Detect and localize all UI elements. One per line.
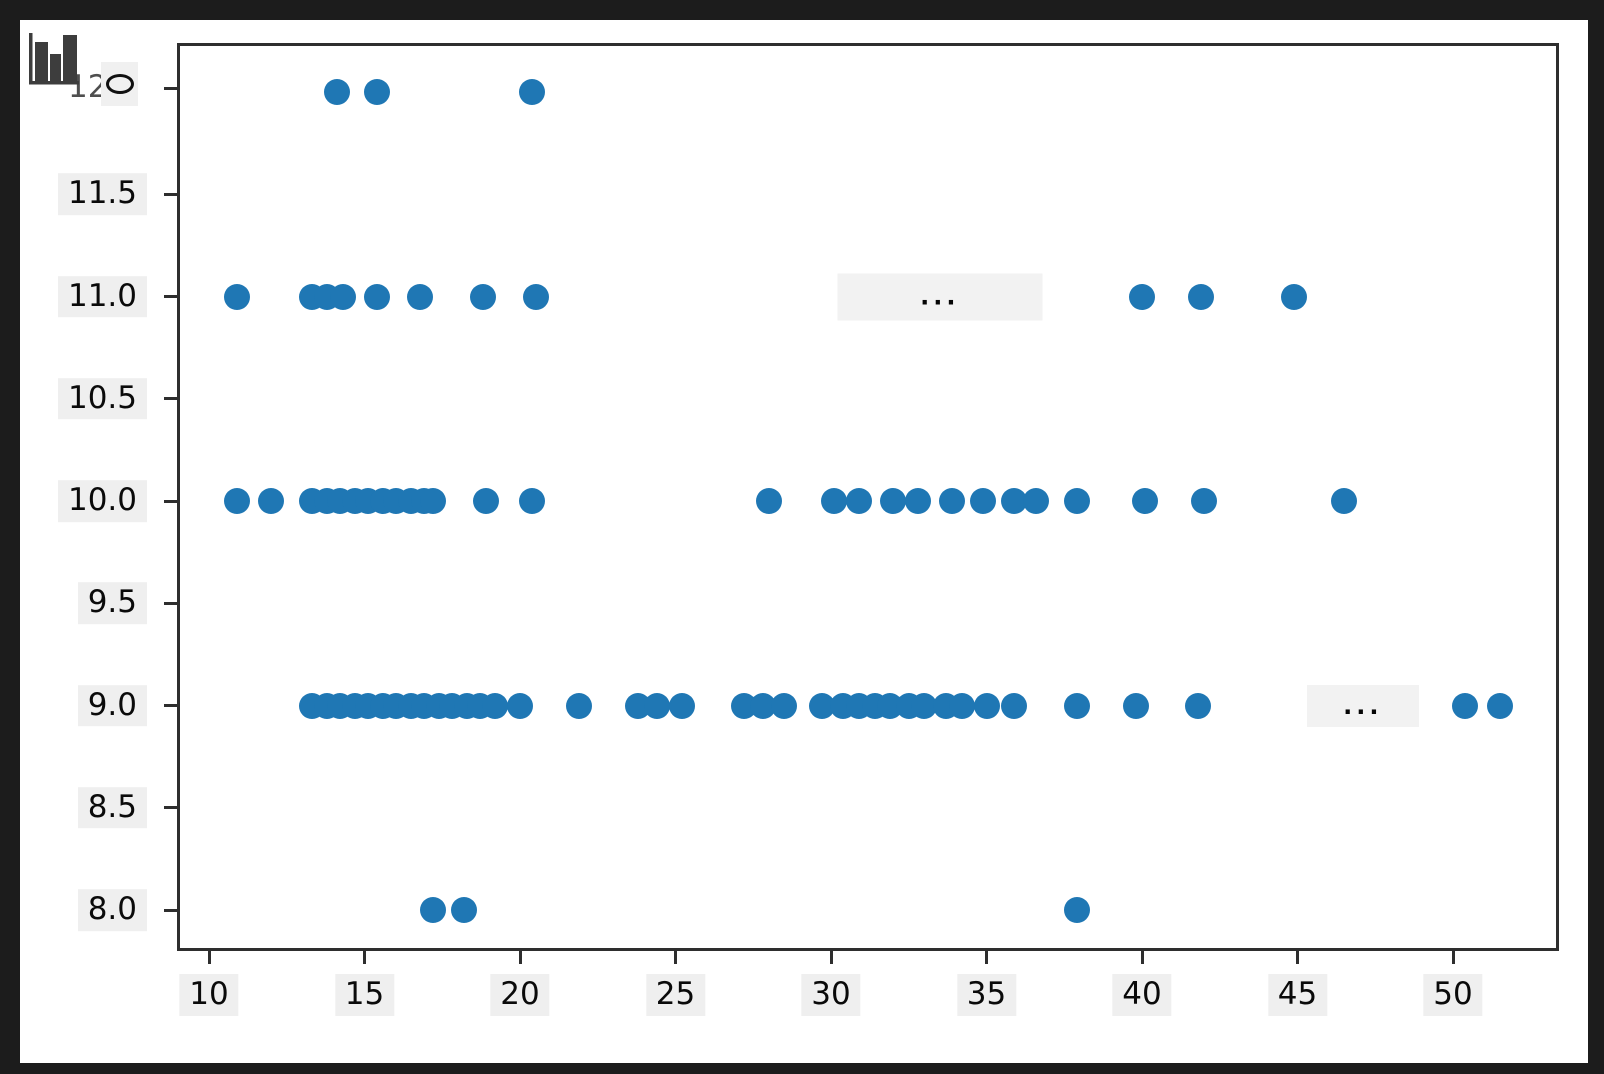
scatter-point bbox=[880, 488, 907, 514]
y-tick-label: 10.5 bbox=[57, 377, 147, 420]
scatter-point bbox=[1023, 488, 1050, 514]
x-tick bbox=[207, 951, 211, 964]
scatter-point bbox=[1122, 692, 1149, 719]
scatter-point bbox=[911, 692, 938, 719]
x-tick bbox=[1140, 951, 1144, 964]
x-tick-label: 20 bbox=[490, 974, 550, 1016]
x-tick-label: 30 bbox=[801, 974, 861, 1016]
scatter-point bbox=[1063, 692, 1090, 719]
scatter-point bbox=[905, 488, 932, 514]
scatter-point bbox=[821, 488, 848, 514]
y-tick bbox=[164, 499, 177, 503]
scatter-point bbox=[771, 692, 798, 719]
scatter-point bbox=[970, 488, 997, 514]
y-tick bbox=[164, 295, 177, 298]
scatter-point bbox=[1191, 488, 1218, 514]
scatter-point bbox=[223, 283, 250, 310]
scatter-point bbox=[522, 283, 549, 310]
x-tick bbox=[1451, 951, 1455, 964]
scatter-point bbox=[419, 897, 446, 923]
x-tick bbox=[363, 951, 366, 964]
y-tick bbox=[164, 86, 177, 90]
y-tick bbox=[164, 908, 177, 912]
y-tick bbox=[164, 192, 177, 196]
y-tick bbox=[164, 397, 177, 401]
y-tick-label: 8.5 bbox=[77, 786, 147, 829]
scatter-point bbox=[1281, 283, 1308, 310]
ellipse-overlay-box bbox=[101, 62, 138, 106]
scatter-point bbox=[1001, 488, 1028, 514]
scatter-point bbox=[363, 283, 390, 310]
scatter-point bbox=[1063, 488, 1090, 514]
scatter-point bbox=[1063, 897, 1090, 923]
scatter-point bbox=[258, 488, 285, 514]
scatter-point bbox=[1486, 692, 1513, 719]
x-tick-label: 45 bbox=[1267, 974, 1328, 1016]
x-tick bbox=[674, 951, 677, 964]
scatter-point bbox=[1129, 283, 1155, 310]
x-tick bbox=[985, 951, 988, 964]
x-tick-label: 15 bbox=[334, 974, 395, 1016]
x-tick-label: 10 bbox=[179, 974, 239, 1016]
y-tick bbox=[164, 601, 177, 605]
scatter-point bbox=[973, 692, 1000, 719]
scatter-point bbox=[1001, 692, 1028, 719]
scatter-point bbox=[223, 488, 250, 514]
scatter-point bbox=[566, 692, 593, 719]
scatter-point bbox=[519, 79, 546, 105]
scatter-point bbox=[1184, 692, 1211, 719]
y-tick-label: 9.0 bbox=[77, 684, 147, 727]
scatter-point bbox=[808, 692, 835, 719]
ellipsis-overlay: ... bbox=[1306, 684, 1419, 727]
scatter-point bbox=[482, 692, 509, 719]
y-tick-label: 10.0 bbox=[57, 480, 147, 522]
scatter-point bbox=[1188, 283, 1215, 310]
x-tick bbox=[1296, 951, 1299, 964]
scatter-point bbox=[419, 488, 446, 514]
scatter-point bbox=[451, 897, 478, 923]
x-tick bbox=[829, 951, 833, 964]
scatter-point bbox=[407, 283, 434, 310]
y-tick bbox=[164, 806, 177, 810]
scatter-point bbox=[1132, 488, 1159, 514]
scatter-point bbox=[519, 488, 546, 514]
x-tick bbox=[518, 951, 522, 964]
scatter-point bbox=[1452, 692, 1479, 719]
y-tick-label: 11.5 bbox=[57, 173, 147, 216]
scatter-point bbox=[469, 283, 496, 310]
y-tick-label: 11.0 bbox=[57, 275, 147, 318]
scatter-point bbox=[643, 692, 670, 719]
scatter-point bbox=[749, 692, 776, 719]
scatter-point bbox=[363, 79, 390, 105]
y-tick-label: 9.5 bbox=[77, 582, 147, 625]
scatter-point bbox=[472, 488, 499, 514]
scatter-point bbox=[845, 488, 872, 514]
scatter-point bbox=[939, 488, 966, 514]
x-tick-label: 50 bbox=[1423, 974, 1483, 1016]
y-tick bbox=[164, 704, 177, 707]
x-tick-label: 25 bbox=[645, 974, 706, 1016]
scatter-point bbox=[948, 692, 975, 719]
y-tick-label: 8.0 bbox=[77, 889, 147, 931]
x-tick-label: 40 bbox=[1112, 974, 1172, 1016]
scatter-point bbox=[668, 692, 695, 719]
x-tick-label: 35 bbox=[956, 974, 1017, 1016]
scatter-point bbox=[329, 283, 356, 310]
scatter-point bbox=[323, 79, 350, 105]
ellipsis-overlay: ... bbox=[837, 273, 1043, 320]
scatter-point bbox=[507, 692, 533, 719]
scatter-point bbox=[755, 488, 782, 514]
ellipse-outline-icon bbox=[105, 74, 134, 94]
scatter-point bbox=[1331, 488, 1358, 514]
bar-chart-icon bbox=[29, 33, 79, 85]
